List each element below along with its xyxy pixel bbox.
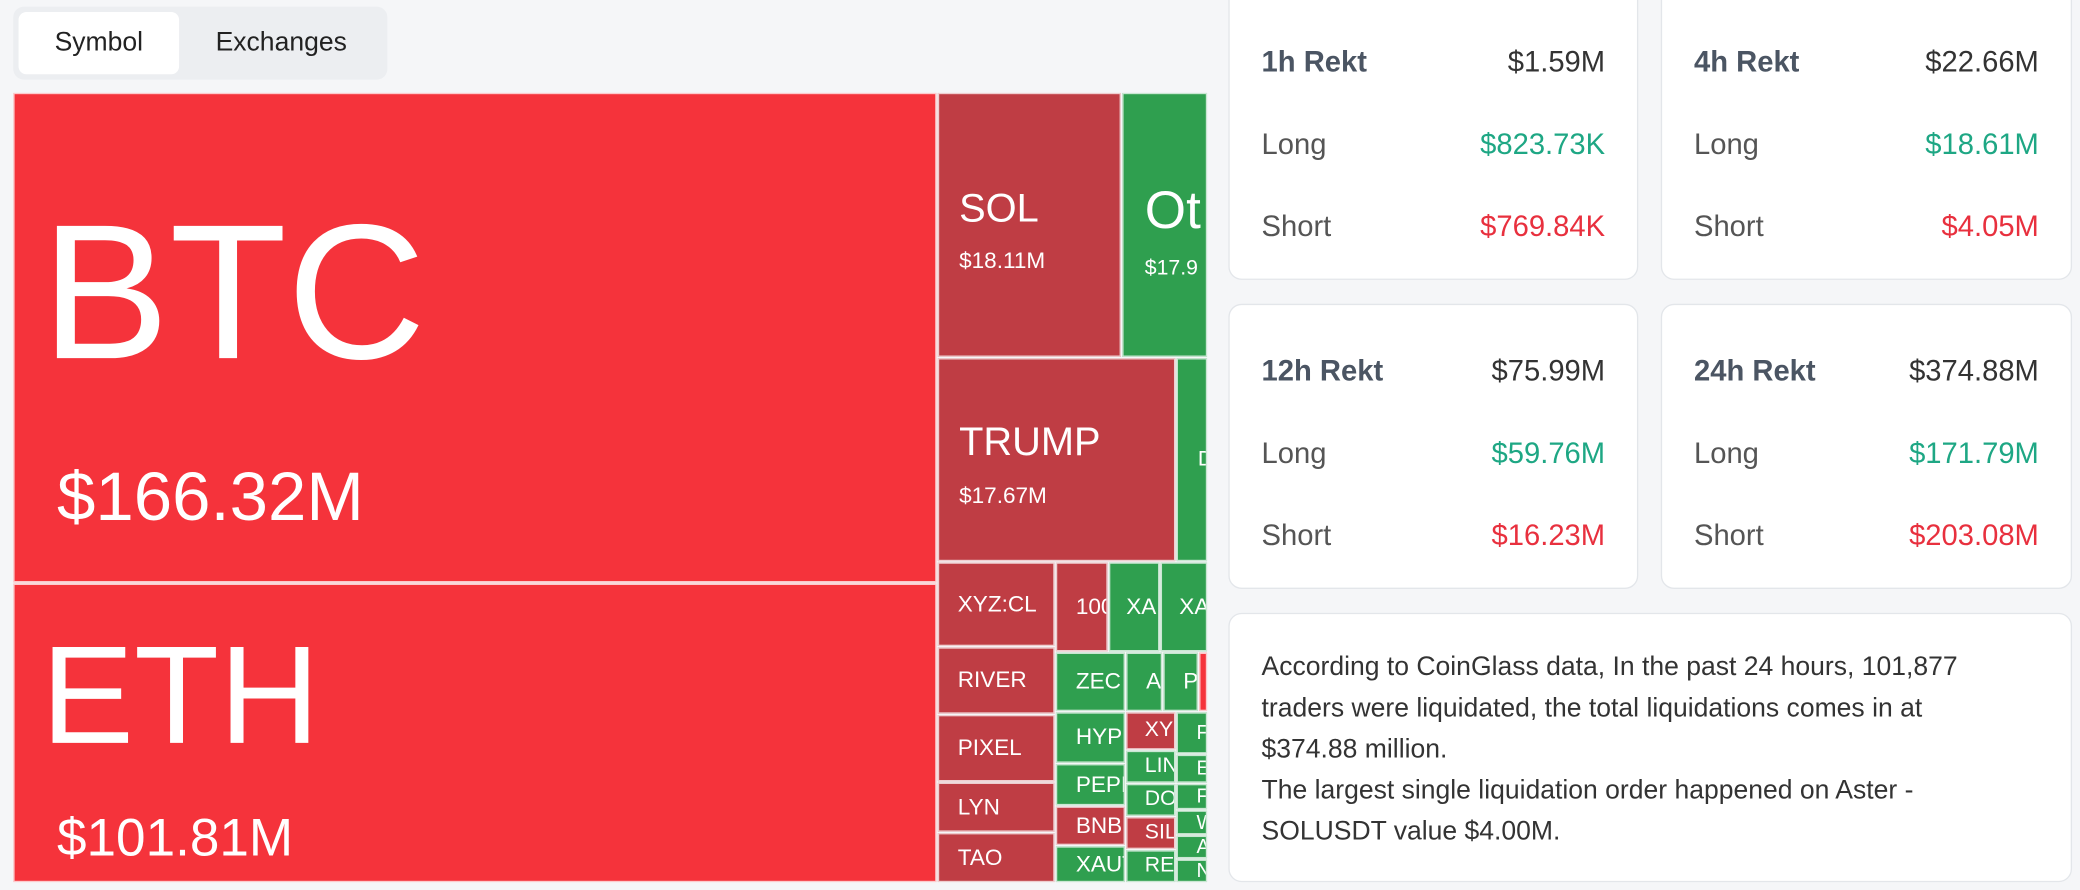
tile[interactable]: PIXEL: [937, 714, 1055, 782]
row-label: Long: [1261, 127, 1327, 161]
card-header: 24h Rekt $374.88M: [1693, 354, 2039, 388]
row-label: Short: [1261, 209, 1332, 243]
tile[interactable]: TRUMP $17.67M: [937, 358, 1176, 562]
tile[interactable]: N: [1176, 859, 1208, 883]
card-title: 24h Rekt: [1693, 354, 1816, 388]
tile[interactable]: A: [1176, 835, 1208, 859]
card-row: Long $18.61M: [1693, 127, 2039, 161]
card-header: 4h Rekt $22.66M: [1693, 45, 2039, 79]
card-header: 1h Rekt $1.59M: [1261, 45, 1606, 79]
tile[interactable]: XY: [1126, 712, 1176, 750]
card-title: 12h Rekt: [1261, 354, 1384, 388]
row-value: $4.05M: [1941, 209, 2039, 243]
row-value: $203.08M: [1909, 518, 2039, 552]
tile[interactable]: XAUT: [1055, 846, 1125, 883]
tile[interactable]: LYN: [937, 782, 1055, 832]
card-total: $22.66M: [1925, 45, 2039, 79]
tile[interactable]: LIN: [1126, 750, 1176, 783]
row-label: Short: [1693, 209, 1764, 243]
stat-card: 24h Rekt $374.88M Long $171.79M Short $203.08…: [1660, 303, 2073, 589]
tab[interactable]: Exchanges: [215, 27, 347, 58]
tile[interactable]: W: [1176, 810, 1208, 835]
row-label: Long: [1693, 436, 1759, 470]
tile[interactable]: XA: [1108, 562, 1160, 652]
tile[interactable]: RIVER: [937, 647, 1055, 714]
tile[interactable]: PEPE: [1055, 764, 1125, 806]
tile-label: D: [1198, 449, 1206, 471]
tile-value: $18.11M: [959, 248, 1046, 274]
row-label: Short: [1261, 518, 1332, 552]
card-total: $75.99M: [1491, 354, 1606, 388]
summary-line: SOLUSDT value $4.00M.: [1261, 817, 1561, 847]
summary-line: $374.88 million.: [1261, 734, 1448, 765]
tile-label: BTC: [41, 184, 426, 400]
summary-line: The largest single liquidation order hap…: [1261, 776, 1914, 806]
tile[interactable]: SIL: [1126, 817, 1176, 849]
stat-card: 4h Rekt $22.66M Long $18.61M Short $4.05M: [1660, 0, 2073, 280]
stat-card: 12h Rekt $75.99M Long $59.76M Short $16.23M: [1228, 303, 1639, 589]
row-value: $823.73K: [1480, 127, 1606, 161]
tile-label: TRUMP: [959, 420, 1101, 465]
tile[interactable]: BNB: [1055, 806, 1125, 845]
row-label: Short: [1693, 518, 1764, 552]
card-header: 12h Rekt $75.99M: [1261, 354, 1606, 388]
card-row: Short $16.23M: [1262, 521, 1606, 550]
card-total: $374.88M: [1909, 354, 2039, 388]
tab[interactable]: Symbol: [18, 11, 180, 75]
tile-value: $166.32M: [57, 458, 364, 536]
tile[interactable]: 100: [1055, 562, 1108, 652]
tile[interactable]: F: [1176, 783, 1208, 810]
tile[interactable]: ETH $101.81M: [13, 583, 937, 883]
tile-label: Ot: [1144, 181, 1201, 241]
card-row: Long $171.79M: [1693, 436, 2039, 470]
tile[interactable]: TAO: [937, 833, 1055, 883]
row-label: Long: [1261, 436, 1327, 470]
tile[interactable]: P: [1163, 652, 1198, 712]
row-value: $769.84K: [1480, 209, 1606, 243]
summary-line: traders were liquidated, the total liqui…: [1261, 693, 1923, 723]
tile-label: SOL: [959, 187, 1039, 231]
stat-card: 1h Rekt $1.59M Long $823.73K Short $769.84K: [1228, 0, 1639, 280]
tile[interactable]: RE: [1126, 850, 1176, 883]
tile-label: ETH: [41, 618, 320, 774]
tile[interactable]: XYZ:CL: [937, 562, 1055, 647]
summary-card: According to CoinGlass data, In the past…: [1228, 612, 2073, 883]
tab-bar: Symbol Exchanges: [13, 6, 388, 80]
summary-line: According to CoinGlass data, In the past…: [1261, 652, 1958, 682]
tile-value: $17.67M: [959, 482, 1047, 509]
row-value: $16.23M: [1491, 518, 1606, 552]
row-value: $171.79M: [1909, 436, 2039, 470]
tile[interactable]: HYP: [1055, 712, 1125, 763]
tile[interactable]: D: [1176, 358, 1208, 562]
card-row: Long $59.76M: [1261, 436, 1606, 470]
tile[interactable]: F: [1176, 712, 1208, 754]
tile[interactable]: ZEC: [1055, 652, 1125, 712]
tile[interactable]: BTC $166.32M: [13, 92, 937, 583]
row-label: Long: [1693, 127, 1759, 161]
tile-value: $101.81M: [57, 809, 294, 868]
card-row: Long $823.73K: [1261, 127, 1606, 161]
tile[interactable]: Ot $17.9: [1122, 92, 1208, 357]
tile[interactable]: [1199, 652, 1208, 712]
tile[interactable]: E: [1176, 754, 1208, 783]
card-title: 1h Rekt: [1261, 45, 1367, 79]
row-value: $18.61M: [1925, 127, 2039, 161]
tile[interactable]: DO: [1126, 783, 1176, 816]
tile[interactable]: A: [1126, 652, 1163, 712]
tile-value: $17.9: [1144, 257, 1198, 280]
card-row: Short $4.05M: [1694, 212, 2039, 241]
treemap: BTC $166.32M ETH $101.81M SOL $18.11M Ot…: [13, 92, 1208, 883]
card-total: $1.59M: [1507, 45, 1606, 79]
card-title: 4h Rekt: [1693, 45, 1800, 79]
tile[interactable]: SOL $18.11M: [937, 92, 1121, 357]
card-row: Short $769.84K: [1262, 212, 1606, 241]
tile[interactable]: XA: [1160, 562, 1208, 652]
card-row: Short $203.08M: [1694, 521, 2039, 550]
row-value: $59.76M: [1491, 436, 1606, 470]
